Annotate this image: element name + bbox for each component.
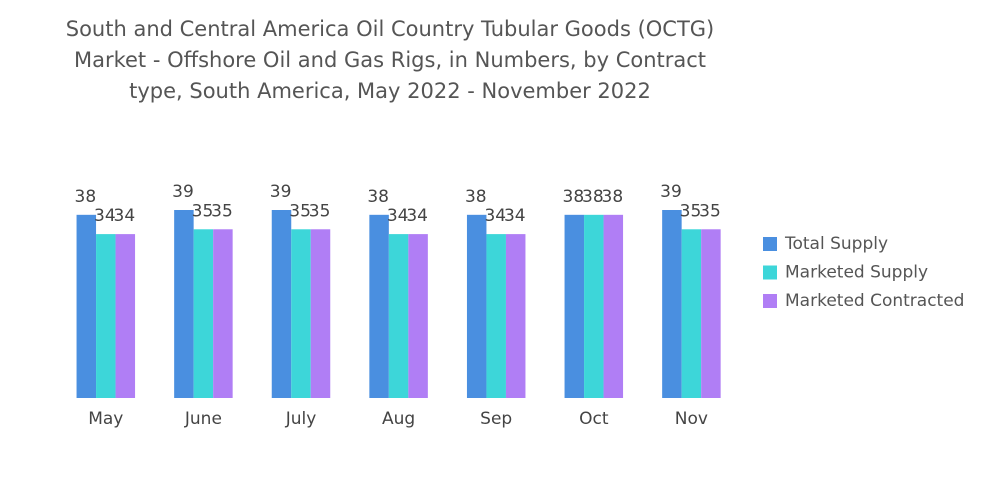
- data-label: 35: [309, 201, 331, 221]
- data-label: 34: [387, 206, 409, 226]
- bar: [174, 210, 194, 398]
- legend-swatch: [763, 265, 777, 280]
- bar: [564, 214, 585, 398]
- x-tick-label: Aug: [382, 409, 415, 429]
- legend-label: Total Supply: [784, 234, 888, 254]
- x-tick-label: July: [285, 409, 317, 429]
- data-label: 38: [582, 187, 604, 207]
- bar: [486, 234, 506, 398]
- data-label: 39: [172, 182, 194, 202]
- bar: [662, 210, 682, 398]
- bar: [681, 229, 702, 398]
- data-label: 34: [484, 206, 506, 226]
- bar: [193, 229, 214, 398]
- x-tick-label: Nov: [675, 409, 708, 429]
- bar: [96, 234, 116, 398]
- legend-label: Marketed Supply: [785, 263, 928, 283]
- legend-swatch: [763, 237, 777, 251]
- legend-swatch: [763, 294, 777, 308]
- bar: [603, 214, 624, 398]
- bar: [408, 234, 428, 398]
- legend-label: Marketed Contracted: [785, 291, 964, 311]
- data-label: 38: [602, 187, 624, 207]
- bar: [466, 214, 487, 398]
- data-label: 34: [94, 206, 116, 226]
- x-tick-label: May: [88, 409, 123, 429]
- data-label: 35: [699, 201, 721, 221]
- x-tick-label: Sep: [480, 409, 512, 429]
- data-label: 34: [114, 206, 136, 226]
- data-label: 34: [504, 206, 526, 226]
- bar: [505, 234, 526, 398]
- bar: [271, 210, 292, 398]
- data-label: 38: [75, 187, 97, 207]
- data-label: 39: [660, 182, 682, 202]
- data-label: 38: [367, 187, 389, 207]
- bar: [310, 229, 331, 398]
- data-label: 39: [270, 182, 292, 202]
- data-label: 35: [289, 201, 311, 221]
- bar: [115, 234, 136, 398]
- data-label: 38: [465, 187, 487, 207]
- data-label: 35: [192, 201, 214, 221]
- data-label: 35: [211, 201, 233, 221]
- bar: [584, 214, 604, 398]
- bar: [701, 229, 721, 398]
- bar: [76, 214, 97, 398]
- x-tick-label: Oct: [579, 409, 609, 429]
- bar: [213, 229, 233, 398]
- bar: [291, 229, 311, 398]
- chart-title: South and Central America Oil Country Tu…: [65, 17, 715, 103]
- data-label: 35: [680, 201, 702, 221]
- x-tick-label: June: [184, 409, 222, 429]
- data-label: 34: [406, 206, 428, 226]
- data-label: 38: [563, 187, 585, 207]
- bar: [388, 234, 409, 398]
- bar: [369, 214, 389, 398]
